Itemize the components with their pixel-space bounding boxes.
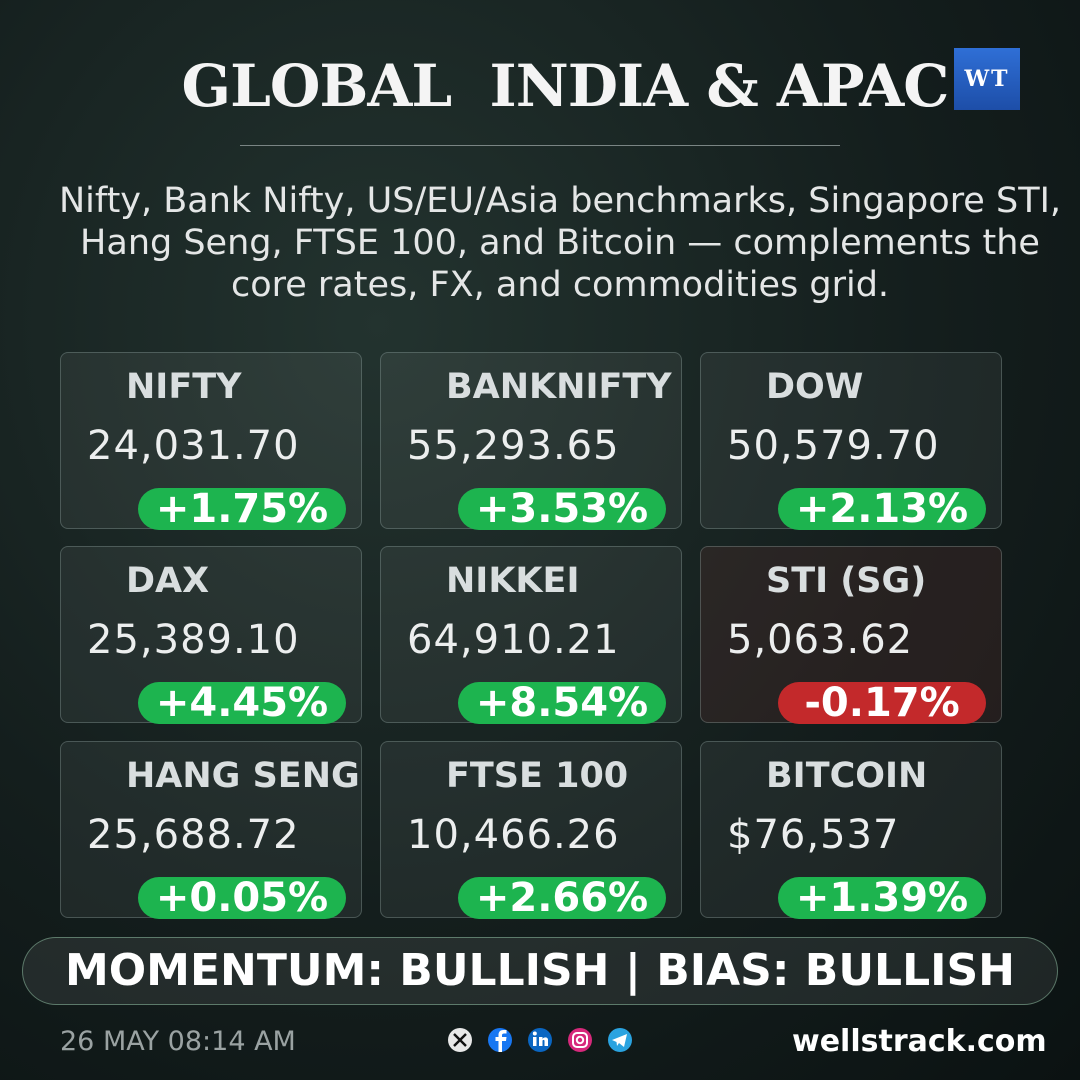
index-value: 10,466.26 — [407, 812, 620, 858]
market-card: STI (SG) 5,063.62 -0.17% — [700, 546, 1002, 724]
market-card: DAX 25,389.10 +4.45% — [60, 546, 362, 724]
index-value: 55,293.65 — [407, 423, 620, 469]
title: GLOBAL INDIA & APAC — [181, 52, 950, 120]
instagram-glyph — [575, 1035, 585, 1045]
index-name: DOW — [766, 367, 864, 407]
divider — [240, 145, 840, 146]
change-pill: +1.39% — [778, 877, 986, 919]
index-value: 50,579.70 — [727, 423, 940, 469]
index-name: FTSE 100 — [446, 756, 629, 796]
change-pill: -0.17% — [778, 682, 986, 724]
market-card: NIFTY 24,031.70 +1.75% — [60, 352, 362, 530]
website[interactable]: wellstrack.com — [792, 1024, 1047, 1059]
index-value: 5,063.62 — [727, 617, 914, 663]
date: 26 MAY 08:14 AM — [60, 1026, 296, 1057]
market-card: BITCOIN $76,537 +1.39% — [700, 741, 1002, 919]
change-pill: +3.53% — [458, 488, 666, 530]
index-value: 24,031.70 — [87, 423, 300, 469]
change-pill: +2.13% — [778, 488, 986, 530]
banner: MOMENTUM: BULLISH | BIAS: BULLISH — [22, 937, 1058, 1005]
index-name: HANG SENG — [126, 756, 360, 796]
subtitle: Nifty, Bank Nifty, US/EU/Asia benchmarks… — [58, 181, 1062, 305]
facebook-glyph — [495, 1030, 507, 1052]
change-pill: +1.75% — [138, 488, 346, 530]
instagram-icon[interactable] — [568, 1028, 592, 1052]
index-name: BANKNIFTY — [446, 367, 672, 407]
index-name: BITCOIN — [766, 756, 928, 796]
change-pill: +0.05% — [138, 877, 346, 919]
change-pill: +4.45% — [138, 682, 346, 724]
instagram-glyph — [572, 1032, 588, 1048]
market-card: FTSE 100 10,466.26 +2.66% — [380, 741, 682, 919]
index-value: 25,688.72 — [87, 812, 300, 858]
index-value: 64,910.21 — [407, 617, 620, 663]
market-card: HANG SENG 25,688.72 +0.05% — [60, 741, 362, 919]
index-name: STI (SG) — [766, 561, 927, 601]
change-pill: +2.66% — [458, 877, 666, 919]
market-card: DOW 50,579.70 +2.13% — [700, 352, 1002, 530]
linkedin-glyph — [532, 1031, 537, 1036]
linkedin-glyph — [533, 1037, 537, 1046]
market-card: BANKNIFTY 55,293.65 +3.53% — [380, 352, 682, 530]
index-name: DAX — [126, 561, 210, 601]
index-value: $76,537 — [727, 812, 900, 858]
telegram-glyph — [612, 1034, 627, 1047]
logo: WT — [954, 48, 1020, 110]
index-value: 25,389.10 — [87, 617, 300, 663]
index-name: NIKKEI — [446, 561, 580, 601]
linkedin-glyph — [539, 1037, 548, 1046]
index-name: NIFTY — [126, 367, 242, 407]
x-glyph — [453, 1033, 467, 1047]
social-icons — [448, 1028, 632, 1052]
market-card: NIKKEI 64,910.21 +8.54% — [380, 546, 682, 724]
change-pill: +8.54% — [458, 682, 666, 724]
